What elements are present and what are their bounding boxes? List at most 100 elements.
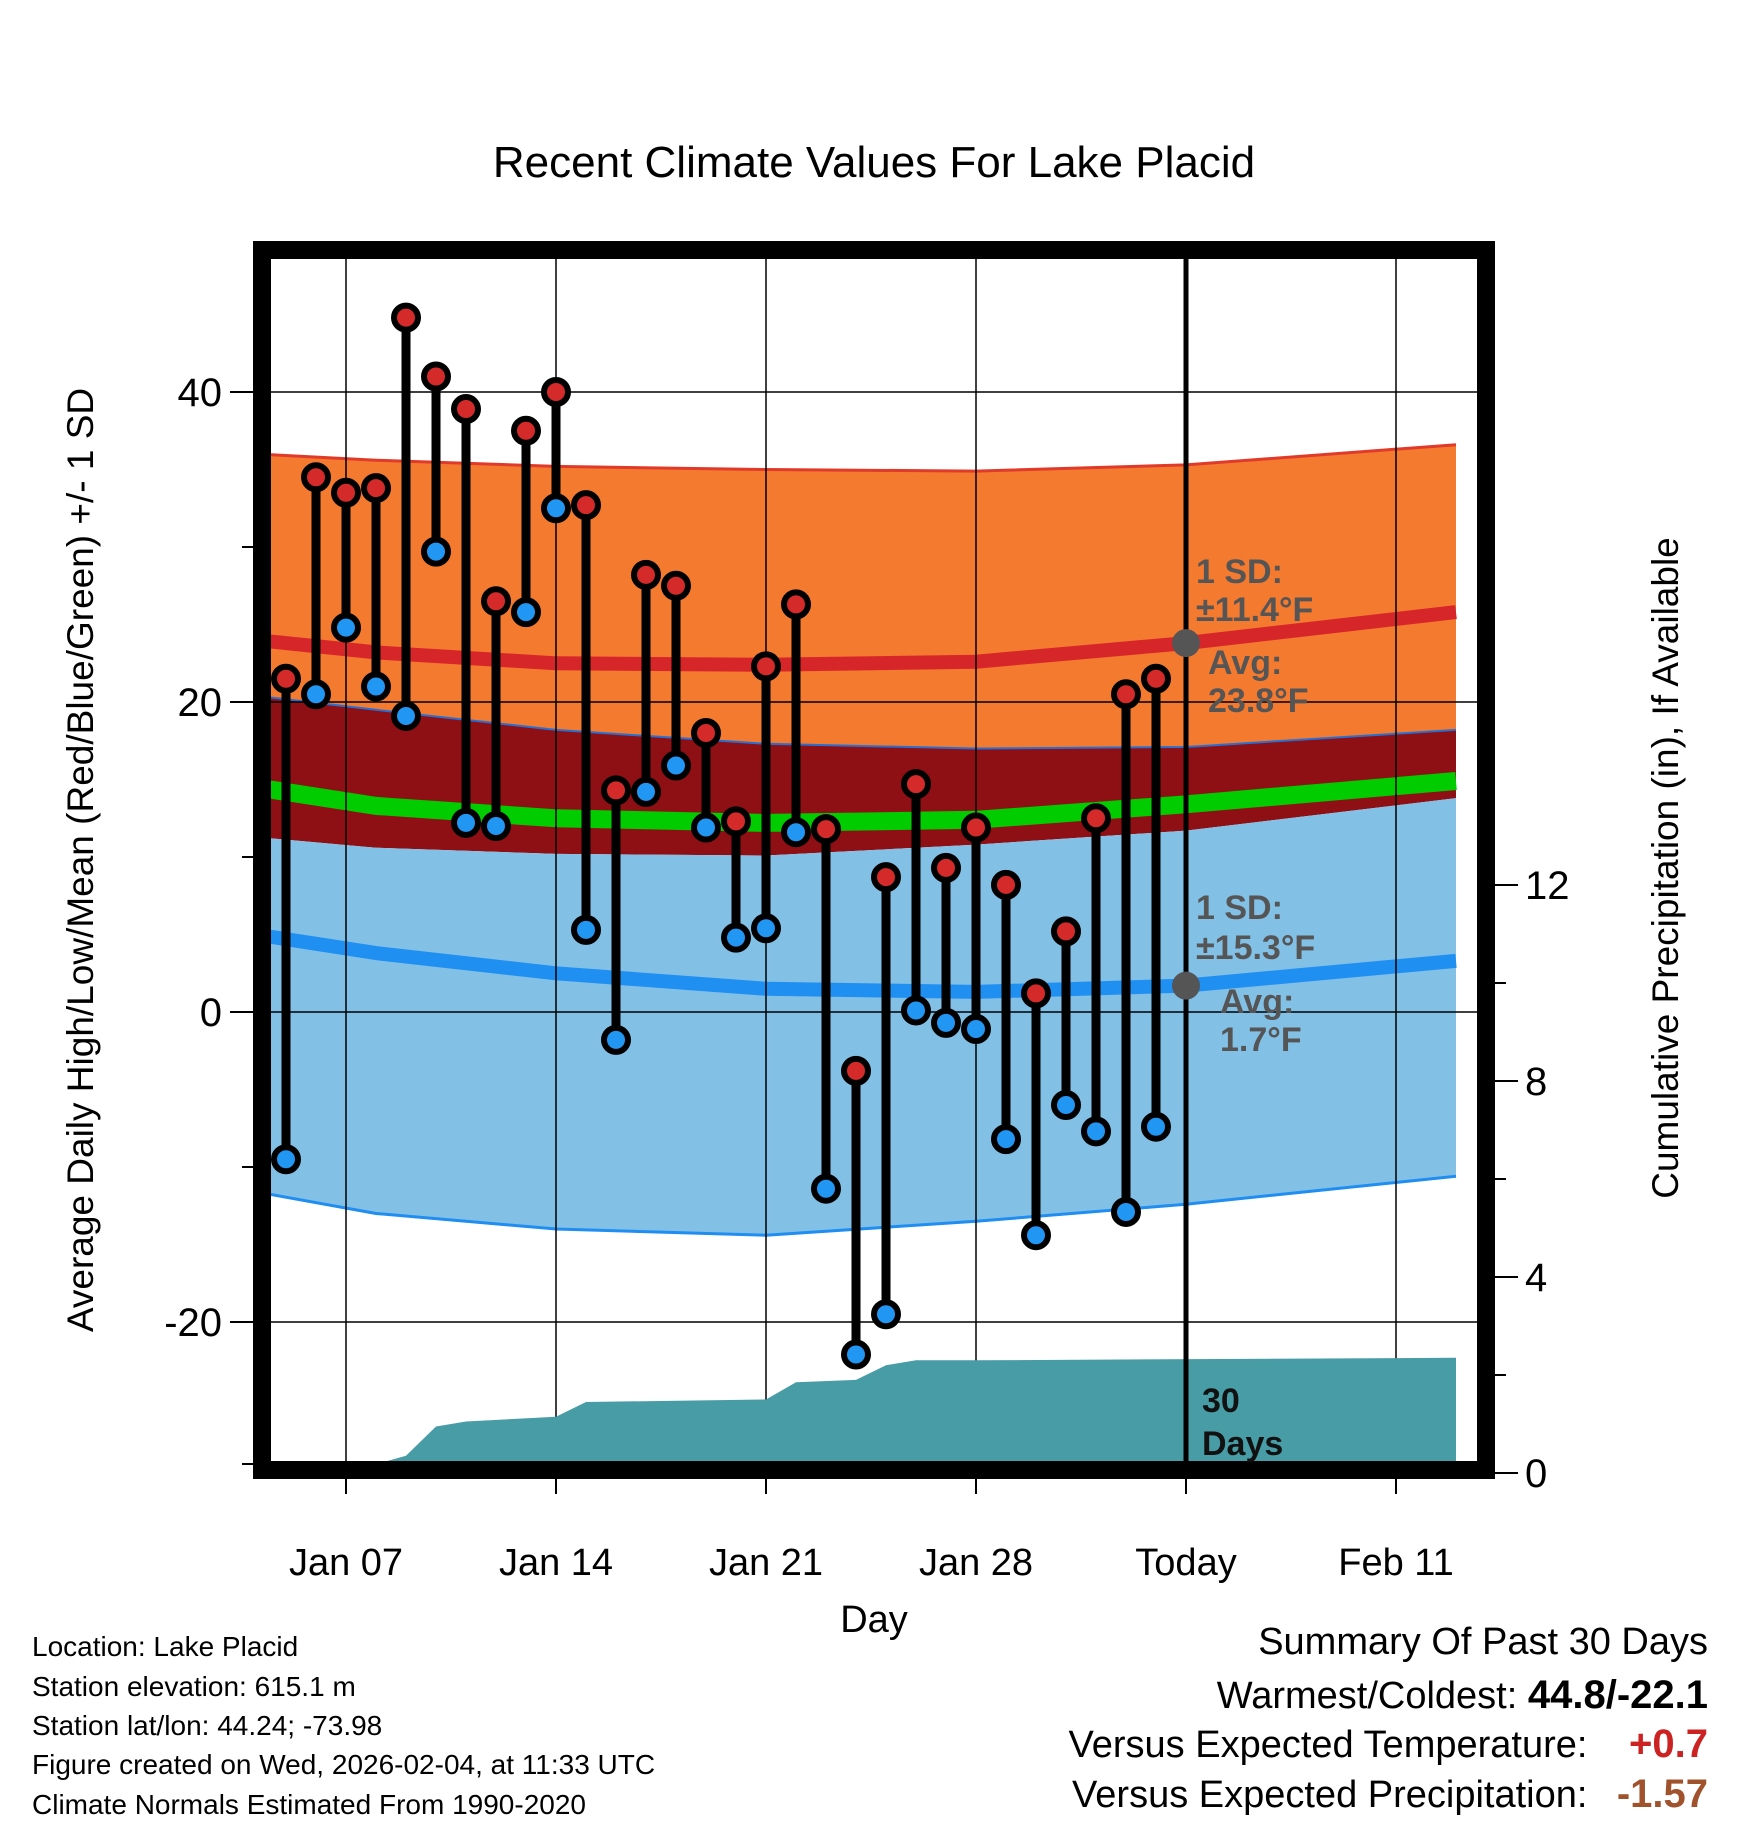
right-tick-label: 0 [1525, 1452, 1547, 1496]
high-avg-label: Avg: [1208, 644, 1283, 682]
low-point [391, 700, 421, 731]
high-point [1021, 978, 1051, 1009]
high-point [691, 718, 721, 748]
right-tick-label: 12 [1525, 864, 1570, 908]
low-avg-value: 1.7°F [1220, 1021, 1302, 1059]
created-text: Figure created on Wed, 2026-02-04, at 11… [32, 1749, 656, 1780]
high-point [511, 415, 541, 446]
summary-precip: Versus Expected Precipitation: -1.57 [1072, 1772, 1708, 1817]
low-point [931, 1007, 961, 1038]
low-point [871, 1299, 901, 1330]
precip-value: -1.57 [1616, 1772, 1708, 1816]
chart-title: Recent Climate Values For Lake Placid [492, 138, 1256, 187]
low-point [1081, 1116, 1111, 1147]
x-tick-label: Jan 28 [919, 1542, 1033, 1584]
low-point [601, 1024, 631, 1055]
summary-warm-cold: Warmest/Coldest: 44.8/-22.1 [1217, 1673, 1708, 1718]
low-sd-label: 1 SD: [1196, 889, 1283, 927]
high-point [541, 377, 571, 407]
y-tick-label: -20 [164, 1301, 222, 1345]
elevation-text: Station elevation: 615.1 m [32, 1671, 356, 1702]
low-point [1141, 1111, 1171, 1142]
y-tick-label: 20 [178, 681, 223, 725]
x-tick-label: Jan 21 [709, 1542, 823, 1584]
low-point [331, 612, 361, 643]
low-point [991, 1124, 1021, 1155]
y-axis-label-left: Average Daily High/Low/Mean (Red/Blue/Gr… [60, 388, 101, 1332]
summary-temp: Versus Expected Temperature: +0.7 [1069, 1722, 1708, 1767]
x-tick-label: Jan 07 [289, 1542, 403, 1584]
x-tick-label: Feb 11 [1338, 1542, 1453, 1584]
high-point [601, 775, 631, 806]
high-point [1081, 803, 1111, 834]
high-point [451, 394, 481, 425]
high-avg-value: 23.8°F [1208, 682, 1309, 720]
y-axis-label-right: Cumulative Precipitation (in), If Availa… [1645, 537, 1686, 1199]
low-point [451, 807, 481, 838]
low-point [1021, 1220, 1051, 1251]
low-point [721, 922, 751, 953]
x-tick-label: Jan 14 [499, 1542, 613, 1584]
high-point [331, 477, 361, 508]
low-point [901, 995, 931, 1026]
low-point [1111, 1196, 1141, 1227]
low-point [301, 679, 331, 710]
low-point [841, 1339, 871, 1370]
low-point [961, 1014, 991, 1045]
high-point [481, 586, 511, 617]
high-point [811, 814, 841, 845]
right-tick-label: 4 [1525, 1256, 1547, 1300]
low-point [541, 493, 571, 524]
low-point [1051, 1090, 1081, 1120]
low-point [751, 913, 781, 944]
latlon-text: Station lat/lon: 44.24; -73.98 [32, 1710, 383, 1741]
high-point [931, 852, 961, 883]
y-tick-label: 0 [200, 991, 222, 1035]
temp-label: Versus Expected Temperature: [1068, 1724, 1588, 1766]
high-point [991, 869, 1021, 900]
low-point [421, 536, 451, 567]
high-point [361, 473, 391, 504]
high-point [1141, 663, 1171, 694]
low-point [811, 1173, 841, 1204]
low-point [481, 811, 511, 841]
location-text: Location: Lake Placid [32, 1631, 299, 1662]
summary-title: Summary Of Past 30 Days [1258, 1621, 1708, 1663]
normals-text: Climate Normals Estimated From 1990-2020 [32, 1789, 586, 1820]
low-avg-label: Avg: [1220, 983, 1295, 1021]
warm-cold-value: 44.8/-22.1 [1527, 1673, 1708, 1717]
low-point [661, 750, 691, 781]
high-point [1111, 679, 1141, 710]
high-point [901, 769, 931, 800]
high-point [301, 462, 331, 493]
high-sd-label: 1 SD: [1196, 553, 1283, 591]
low-sd-value: ±15.3°F [1196, 929, 1316, 967]
low-point [571, 914, 601, 945]
plot-frame [253, 241, 1495, 1479]
precip-days-number: 30 [1202, 1382, 1240, 1420]
high-point [661, 570, 691, 601]
low-point [781, 817, 811, 848]
low-point [631, 776, 661, 807]
high-sd-value: ±11.4°F [1196, 591, 1314, 629]
high-point [961, 812, 991, 843]
high-point [841, 1055, 871, 1086]
high-point [751, 651, 781, 682]
low-point [691, 812, 721, 843]
high-point [271, 663, 301, 694]
high-point [631, 559, 661, 590]
precip-days-word: Days [1202, 1425, 1284, 1463]
high-point [721, 806, 751, 837]
precip-label: Versus Expected Precipitation: [1072, 1774, 1588, 1816]
high-point [1051, 916, 1081, 947]
right-tick-label: 8 [1525, 1060, 1547, 1104]
high-avg-marker [1172, 629, 1200, 658]
low-point [271, 1144, 301, 1175]
y-tick-label: 40 [178, 371, 223, 415]
low-point [361, 671, 391, 702]
x-tick-label: Today [1135, 1542, 1236, 1584]
high-point [571, 490, 601, 521]
high-point [871, 862, 901, 893]
temp-value: +0.7 [1629, 1722, 1708, 1766]
